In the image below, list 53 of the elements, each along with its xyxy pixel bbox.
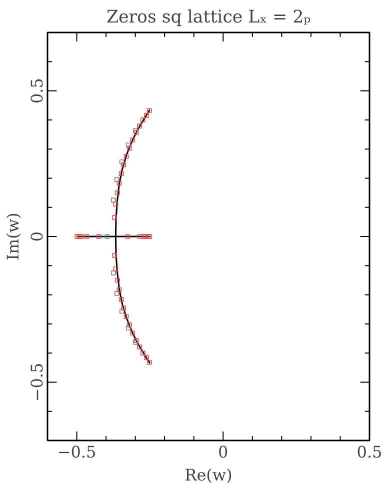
point (114, 177, 120, 182)
point (84, 234, 90, 239)
x-tick-label: 0 (218, 442, 228, 462)
point (74, 234, 80, 239)
point (115, 190, 120, 196)
point (144, 355, 149, 360)
x-axis-title: Re(w) (184, 466, 232, 484)
point (104, 234, 110, 239)
point (96, 234, 102, 239)
point (110, 270, 116, 276)
point (124, 314, 129, 320)
point (140, 118, 146, 122)
point (113, 202, 118, 207)
point (137, 234, 142, 239)
point (119, 308, 124, 314)
point (118, 171, 124, 176)
point (116, 180, 122, 186)
point (140, 350, 146, 356)
y-tick-label: 0 (28, 231, 46, 242)
point (116, 287, 122, 292)
point (126, 142, 131, 148)
point (146, 108, 152, 114)
point (121, 162, 126, 168)
point (76, 234, 82, 239)
point (78, 234, 84, 239)
point (141, 234, 146, 239)
y-axis-title: Im(w) (4, 212, 22, 260)
point (127, 322, 132, 328)
point (124, 154, 129, 159)
point (137, 344, 142, 350)
point (112, 253, 117, 258)
x-tick-label: −0.5 (57, 442, 96, 462)
point (112, 215, 117, 220)
point (130, 330, 136, 336)
x-tick-label: 0.5 (356, 442, 382, 462)
point (143, 234, 148, 239)
point (110, 198, 116, 202)
point (118, 297, 124, 302)
chart-title: Zeros sq lattice Lₓ = 2ₚ (106, 8, 311, 28)
y-tick-label: −0.5 (28, 362, 46, 402)
y-tick-label: 0.5 (28, 78, 46, 104)
point (114, 290, 120, 296)
point (130, 138, 136, 142)
point (113, 266, 118, 272)
point (137, 124, 142, 128)
point (121, 306, 126, 311)
point (127, 146, 132, 151)
point (119, 159, 124, 164)
point (126, 326, 131, 330)
point (144, 113, 149, 118)
point (125, 234, 130, 239)
point (115, 278, 120, 283)
point (146, 360, 152, 365)
